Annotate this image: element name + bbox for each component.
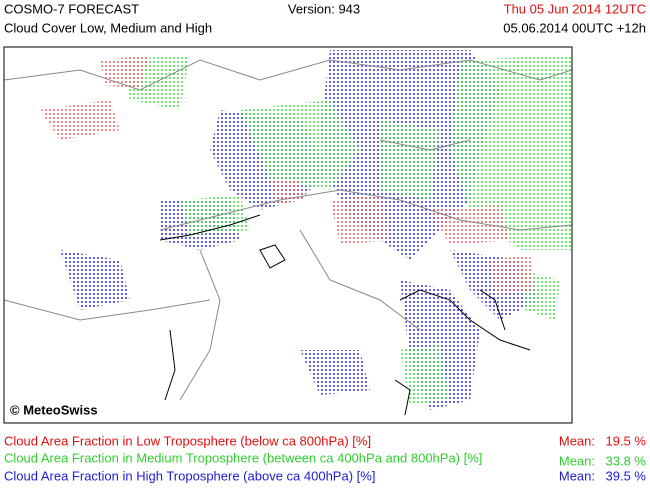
credit: © MeteoSwiss (10, 402, 98, 417)
legend-mean-label: Mean: (559, 433, 595, 448)
legend-mean: 33.8 % (606, 453, 647, 468)
legend-label: Cloud Area Fraction in High Troposphere … (4, 468, 375, 483)
legend-mean-label: Mean: (559, 453, 595, 468)
valid-time: Thu 05 Jun 2014 12UTC (504, 1, 646, 16)
legend-label: Cloud Area Fraction in Medium Tropospher… (4, 450, 482, 465)
legend-label: Cloud Area Fraction in Low Troposphere (… (4, 433, 371, 448)
legend-mean: 39.5 % (606, 468, 647, 483)
title: COSMO-7 FORECAST (4, 1, 139, 16)
version: Version: 943 (288, 1, 360, 16)
run-time: 05.06.2014 00UTC +12h (503, 20, 646, 35)
legend-mean-label: Mean: (559, 468, 595, 483)
borders (4, 59, 572, 401)
map-frame (3, 46, 573, 424)
legend-mean: 19.5 % (606, 433, 647, 448)
subtitle: Cloud Cover Low, Medium and High (4, 20, 212, 35)
map: © MeteoSwiss (4, 47, 572, 423)
coastlines (159, 214, 531, 416)
